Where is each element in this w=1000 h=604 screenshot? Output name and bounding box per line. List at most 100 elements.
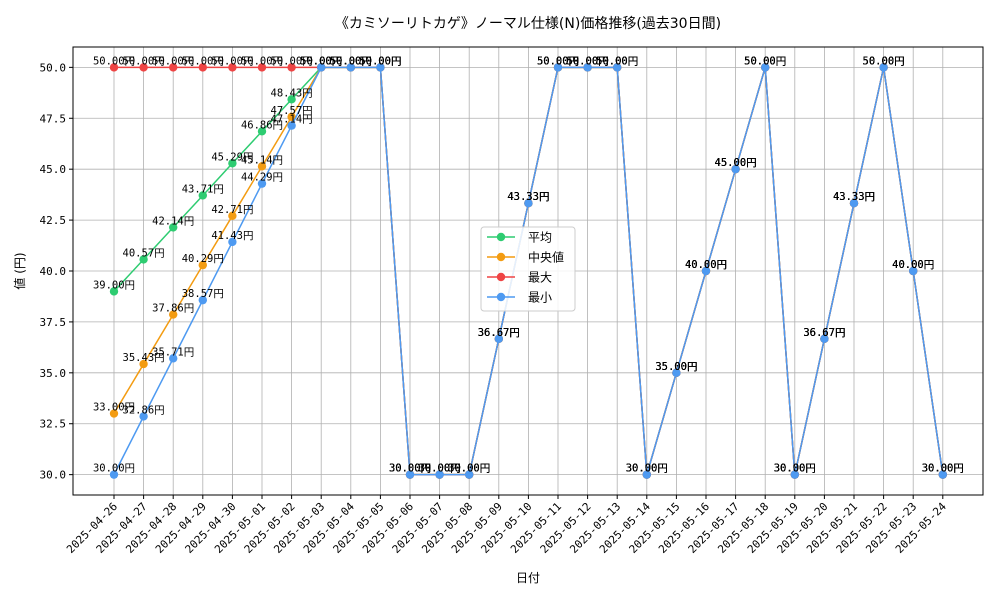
y-tick-label: 42.5 <box>40 214 67 227</box>
data-label: 30.00円 <box>774 463 816 475</box>
data-point <box>701 266 711 276</box>
data-point <box>198 295 207 305</box>
data-label: 50.00円 <box>152 55 194 67</box>
data-label: 43.33円 <box>833 191 875 203</box>
data-label: 36.67円 <box>803 327 845 339</box>
data-point <box>317 63 326 72</box>
data-point <box>169 310 178 319</box>
data-label: 50.00円 <box>300 55 342 67</box>
data-label: 30.00円 <box>389 463 431 475</box>
data-label: 50.00円 <box>596 55 638 67</box>
data-label: 39.00円 <box>93 279 135 291</box>
data-label: 45.29円 <box>211 151 253 163</box>
data-label: 50.00円 <box>567 55 609 67</box>
data-label: 50.00円 <box>537 55 579 67</box>
data-label: 40.00円 <box>892 259 934 271</box>
legend-label: 最小 <box>528 291 552 305</box>
data-point <box>849 198 859 208</box>
data-label: 45.00円 <box>715 157 757 169</box>
data-label: 43.33円 <box>507 191 549 203</box>
data-label: 30.00円 <box>922 463 964 475</box>
data-label: 50.00円 <box>744 55 786 67</box>
data-label: 33.00円 <box>93 402 135 414</box>
legend-swatch-marker <box>496 232 506 242</box>
data-label: 50.00円 <box>863 55 905 67</box>
data-label: 36.67円 <box>803 327 845 339</box>
data-label: 50.00円 <box>537 55 579 67</box>
data-label: 40.00円 <box>892 259 934 271</box>
data-label: 37.86円 <box>152 303 194 315</box>
data-label: 35.00円 <box>655 361 697 373</box>
data-label: 50.00円 <box>359 55 401 67</box>
data-label: 50.00円 <box>359 55 401 67</box>
data-point <box>909 266 918 276</box>
y-axis-label: 値 (円) <box>12 252 27 289</box>
data-point <box>405 470 415 479</box>
data-label: 43.71円 <box>182 183 224 195</box>
data-point <box>139 255 148 264</box>
data-label: 30.00円 <box>626 463 668 475</box>
y-axis: 30.0 32.5 35.0 37.5 40.0 42.5 45.0 47.5 50.0 <box>40 61 73 482</box>
data-label: 50.00円 <box>537 55 579 67</box>
data-point <box>109 287 119 296</box>
data-point <box>228 159 237 168</box>
data-point <box>583 63 592 72</box>
data-label: 35.71円 <box>152 346 194 358</box>
data-label: 50.00円 <box>744 55 786 67</box>
data-label: 50.00円 <box>596 55 638 67</box>
data-label: 43.33円 <box>507 191 549 203</box>
data-point <box>642 470 651 479</box>
data-label: 45.00円 <box>715 157 757 169</box>
data-label: 30.00円 <box>448 463 490 475</box>
data-label: 43.33円 <box>507 191 549 203</box>
data-label: 30.00円 <box>448 463 490 475</box>
data-label: 30.00円 <box>922 463 964 475</box>
x-axis: 2025-04-262025-04-272025-04-282025-04-29… <box>64 495 949 556</box>
data-point <box>257 63 267 72</box>
data-label: 40.29円 <box>182 253 224 265</box>
data-label: 43.33円 <box>833 191 875 203</box>
data-label: 40.57円 <box>123 247 165 259</box>
data-label: 50.00円 <box>744 55 786 67</box>
data-label: 40.00円 <box>685 259 727 271</box>
data-point <box>435 470 444 479</box>
data-label: 30.00円 <box>448 463 490 475</box>
data-label: 30.00円 <box>389 463 431 475</box>
data-label: 43.33円 <box>833 191 875 203</box>
data-label: 40.00円 <box>685 259 727 271</box>
data-label: 36.67円 <box>478 327 520 339</box>
data-label: 50.00円 <box>211 55 253 67</box>
data-label: 30.00円 <box>774 463 816 475</box>
data-label: 30.00円 <box>419 463 461 475</box>
data-label: 50.00円 <box>596 55 638 67</box>
data-label: 35.00円 <box>655 361 697 373</box>
data-label: 38.57円 <box>182 288 224 300</box>
data-point <box>169 223 178 232</box>
data-label: 30.00円 <box>389 463 431 475</box>
data-point <box>346 63 355 72</box>
y-tick-label: 50.0 <box>40 61 67 74</box>
legend-label: 平均 <box>528 231 552 245</box>
data-point <box>761 63 770 72</box>
data-label: 50.00円 <box>330 55 372 67</box>
data-point <box>198 260 207 270</box>
data-point <box>465 470 474 479</box>
data-label: 32.86円 <box>123 404 165 416</box>
data-label: 50.00円 <box>567 55 609 67</box>
data-label: 40.00円 <box>685 259 727 271</box>
legend-swatch-marker <box>496 292 506 302</box>
data-label: 30.00円 <box>626 463 668 475</box>
data-label: 50.00円 <box>330 55 372 67</box>
data-label: 40.00円 <box>892 259 934 271</box>
y-tick-label: 30.0 <box>40 469 67 482</box>
data-label: 36.67円 <box>478 327 520 339</box>
data-label: 50.00円 <box>271 55 313 67</box>
data-point <box>672 368 681 378</box>
legend-label: 最大 <box>528 271 552 285</box>
data-label: 48.43円 <box>271 87 313 99</box>
y-tick-label: 37.5 <box>40 316 67 329</box>
data-label: 30.00円 <box>93 463 135 475</box>
data-label: 30.00円 <box>626 463 668 475</box>
